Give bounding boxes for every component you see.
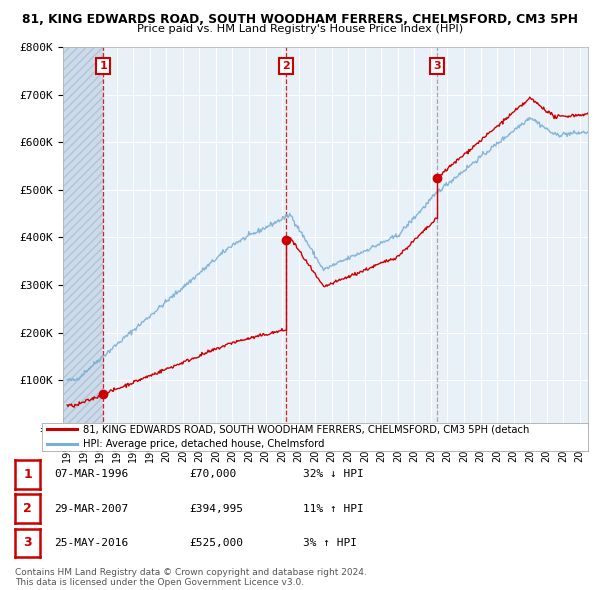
Text: 07-MAR-1996: 07-MAR-1996 xyxy=(54,470,128,479)
Text: 2: 2 xyxy=(282,61,290,71)
Text: HPI: Average price, detached house, Chelmsford: HPI: Average price, detached house, Chel… xyxy=(83,439,325,449)
Text: 2: 2 xyxy=(23,502,32,515)
Text: 1: 1 xyxy=(100,61,107,71)
Text: 11% ↑ HPI: 11% ↑ HPI xyxy=(303,504,364,513)
Text: 3: 3 xyxy=(434,61,441,71)
Text: 3% ↑ HPI: 3% ↑ HPI xyxy=(303,538,357,548)
Text: £70,000: £70,000 xyxy=(189,470,236,479)
Text: 3: 3 xyxy=(23,536,32,549)
Text: 1: 1 xyxy=(23,468,32,481)
Text: 29-MAR-2007: 29-MAR-2007 xyxy=(54,504,128,513)
Text: £525,000: £525,000 xyxy=(189,538,243,548)
Text: Contains HM Land Registry data © Crown copyright and database right 2024.
This d: Contains HM Land Registry data © Crown c… xyxy=(15,568,367,587)
Text: 32% ↓ HPI: 32% ↓ HPI xyxy=(303,470,364,479)
Text: 81, KING EDWARDS ROAD, SOUTH WOODHAM FERRERS, CHELMSFORD, CM3 5PH: 81, KING EDWARDS ROAD, SOUTH WOODHAM FER… xyxy=(22,13,578,26)
Bar xyxy=(63,47,103,428)
Text: £394,995: £394,995 xyxy=(189,504,243,513)
Text: 25-MAY-2016: 25-MAY-2016 xyxy=(54,538,128,548)
Text: 81, KING EDWARDS ROAD, SOUTH WOODHAM FERRERS, CHELMSFORD, CM3 5PH (detach: 81, KING EDWARDS ROAD, SOUTH WOODHAM FER… xyxy=(83,424,529,434)
Text: Price paid vs. HM Land Registry's House Price Index (HPI): Price paid vs. HM Land Registry's House … xyxy=(137,24,463,34)
